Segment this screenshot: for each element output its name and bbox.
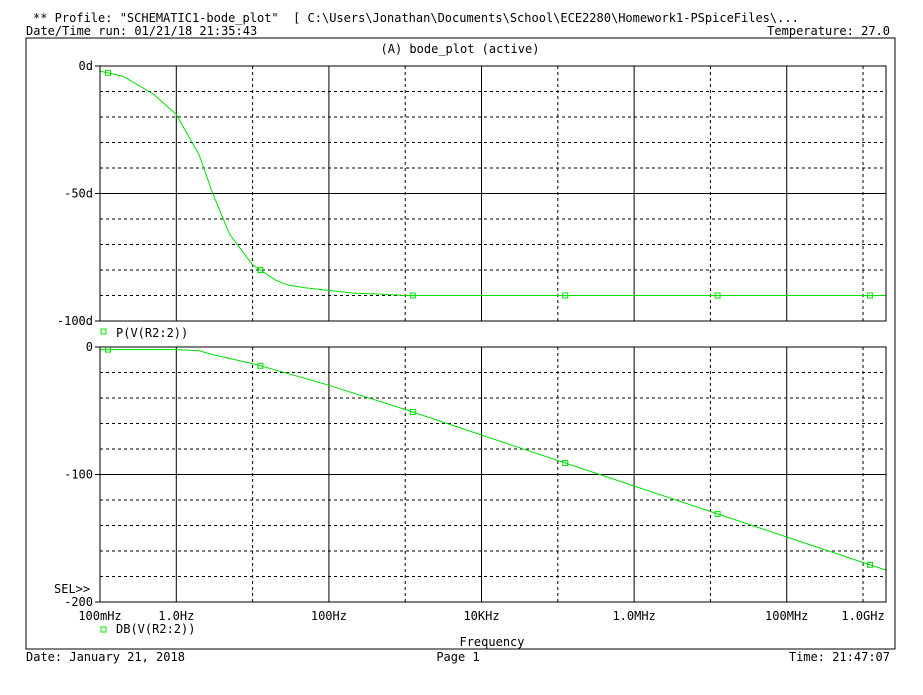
phase-trace-marker [867,292,873,299]
frequency-x-tick-labels: 100mHz 1.0Hz 100Hz 10KHz 1.0MHz 100MHz 1.0GHz [78,609,884,623]
datetime-run: Date/Time run: 01/21/18 21:35:43 [26,24,257,38]
phase-trace [99,70,886,296]
phase-legend-marker [100,328,107,335]
x-tick-label: 1.0Hz [158,609,194,623]
magnitude-legend-marker [100,626,107,633]
phase-y-tick-label: 0d [79,59,93,73]
magnitude-trace-marker [257,362,264,369]
sel-marker: SEL>> [54,582,90,596]
plot-title: (A) bode_plot (active) [381,42,540,56]
temperature: Temperature: 27.0 [767,24,890,38]
phase-y-tick-label: -100d [57,314,93,328]
x-tick-label: 1.0GHz [841,609,884,623]
magnitude-trace [100,349,887,571]
footer-page: Page 1 [436,650,479,664]
magnitude-legend-label[interactable]: DB(V(R2:2)) [116,622,195,636]
footer-date: Date: January 21, 2018 [26,650,185,664]
footer-time: Time: 21:47:07 [789,650,890,664]
magnitude-plot[interactable]: 0-100-200 100mHz 1.0Hz 100Hz 10KHz 1.0MHz 100… [64,340,887,623]
magnitude-trace-marker [867,561,873,568]
phase-trace-markers [105,69,873,299]
phase-plot[interactable]: 0d -50d -100d [57,59,887,328]
phase-legend-label[interactable]: P(V(R2:2)) [116,326,188,340]
magnitude-y-tick-label: -100 [64,468,93,482]
plot-window-frame [25,37,896,650]
phase-y-tick-labels: 0d -50d -100d [57,59,100,328]
phase-trace-marker [562,292,569,299]
magnitude-trace-marker [714,510,721,517]
x-tick-label: 10KHz [463,609,499,623]
magnitude-trace-marker [409,409,416,416]
phase-trace-marker [409,292,416,299]
phase-trace-marker [714,292,721,299]
x-tick-label: 1.0MHz [612,609,655,623]
magnitude-y-tick-labels: 0 -100 -200 [64,340,100,609]
magnitude-trace-marker [562,459,569,466]
phase-trace-marker [105,69,111,76]
phase-y-tick-label: -50d [64,187,93,201]
profile-line: ** Profile: "SCHEMATIC1-bode_plot" [ C:\… [33,11,799,25]
x-tick-label: 100MHz [765,609,808,623]
phase-trace-marker [257,267,264,274]
x-axis-label: Frequency [459,635,524,649]
magnitude-trace-markers [105,346,873,568]
x-tick-label: 100Hz [311,609,347,623]
magnitude-y-tick-label: -200 [64,595,93,609]
magnitude-y-tick-label: 0 [86,340,93,354]
x-tick-label: 100mHz [78,609,121,623]
magnitude-plot-grid [100,347,886,602]
phase-plot-grid [100,66,886,321]
